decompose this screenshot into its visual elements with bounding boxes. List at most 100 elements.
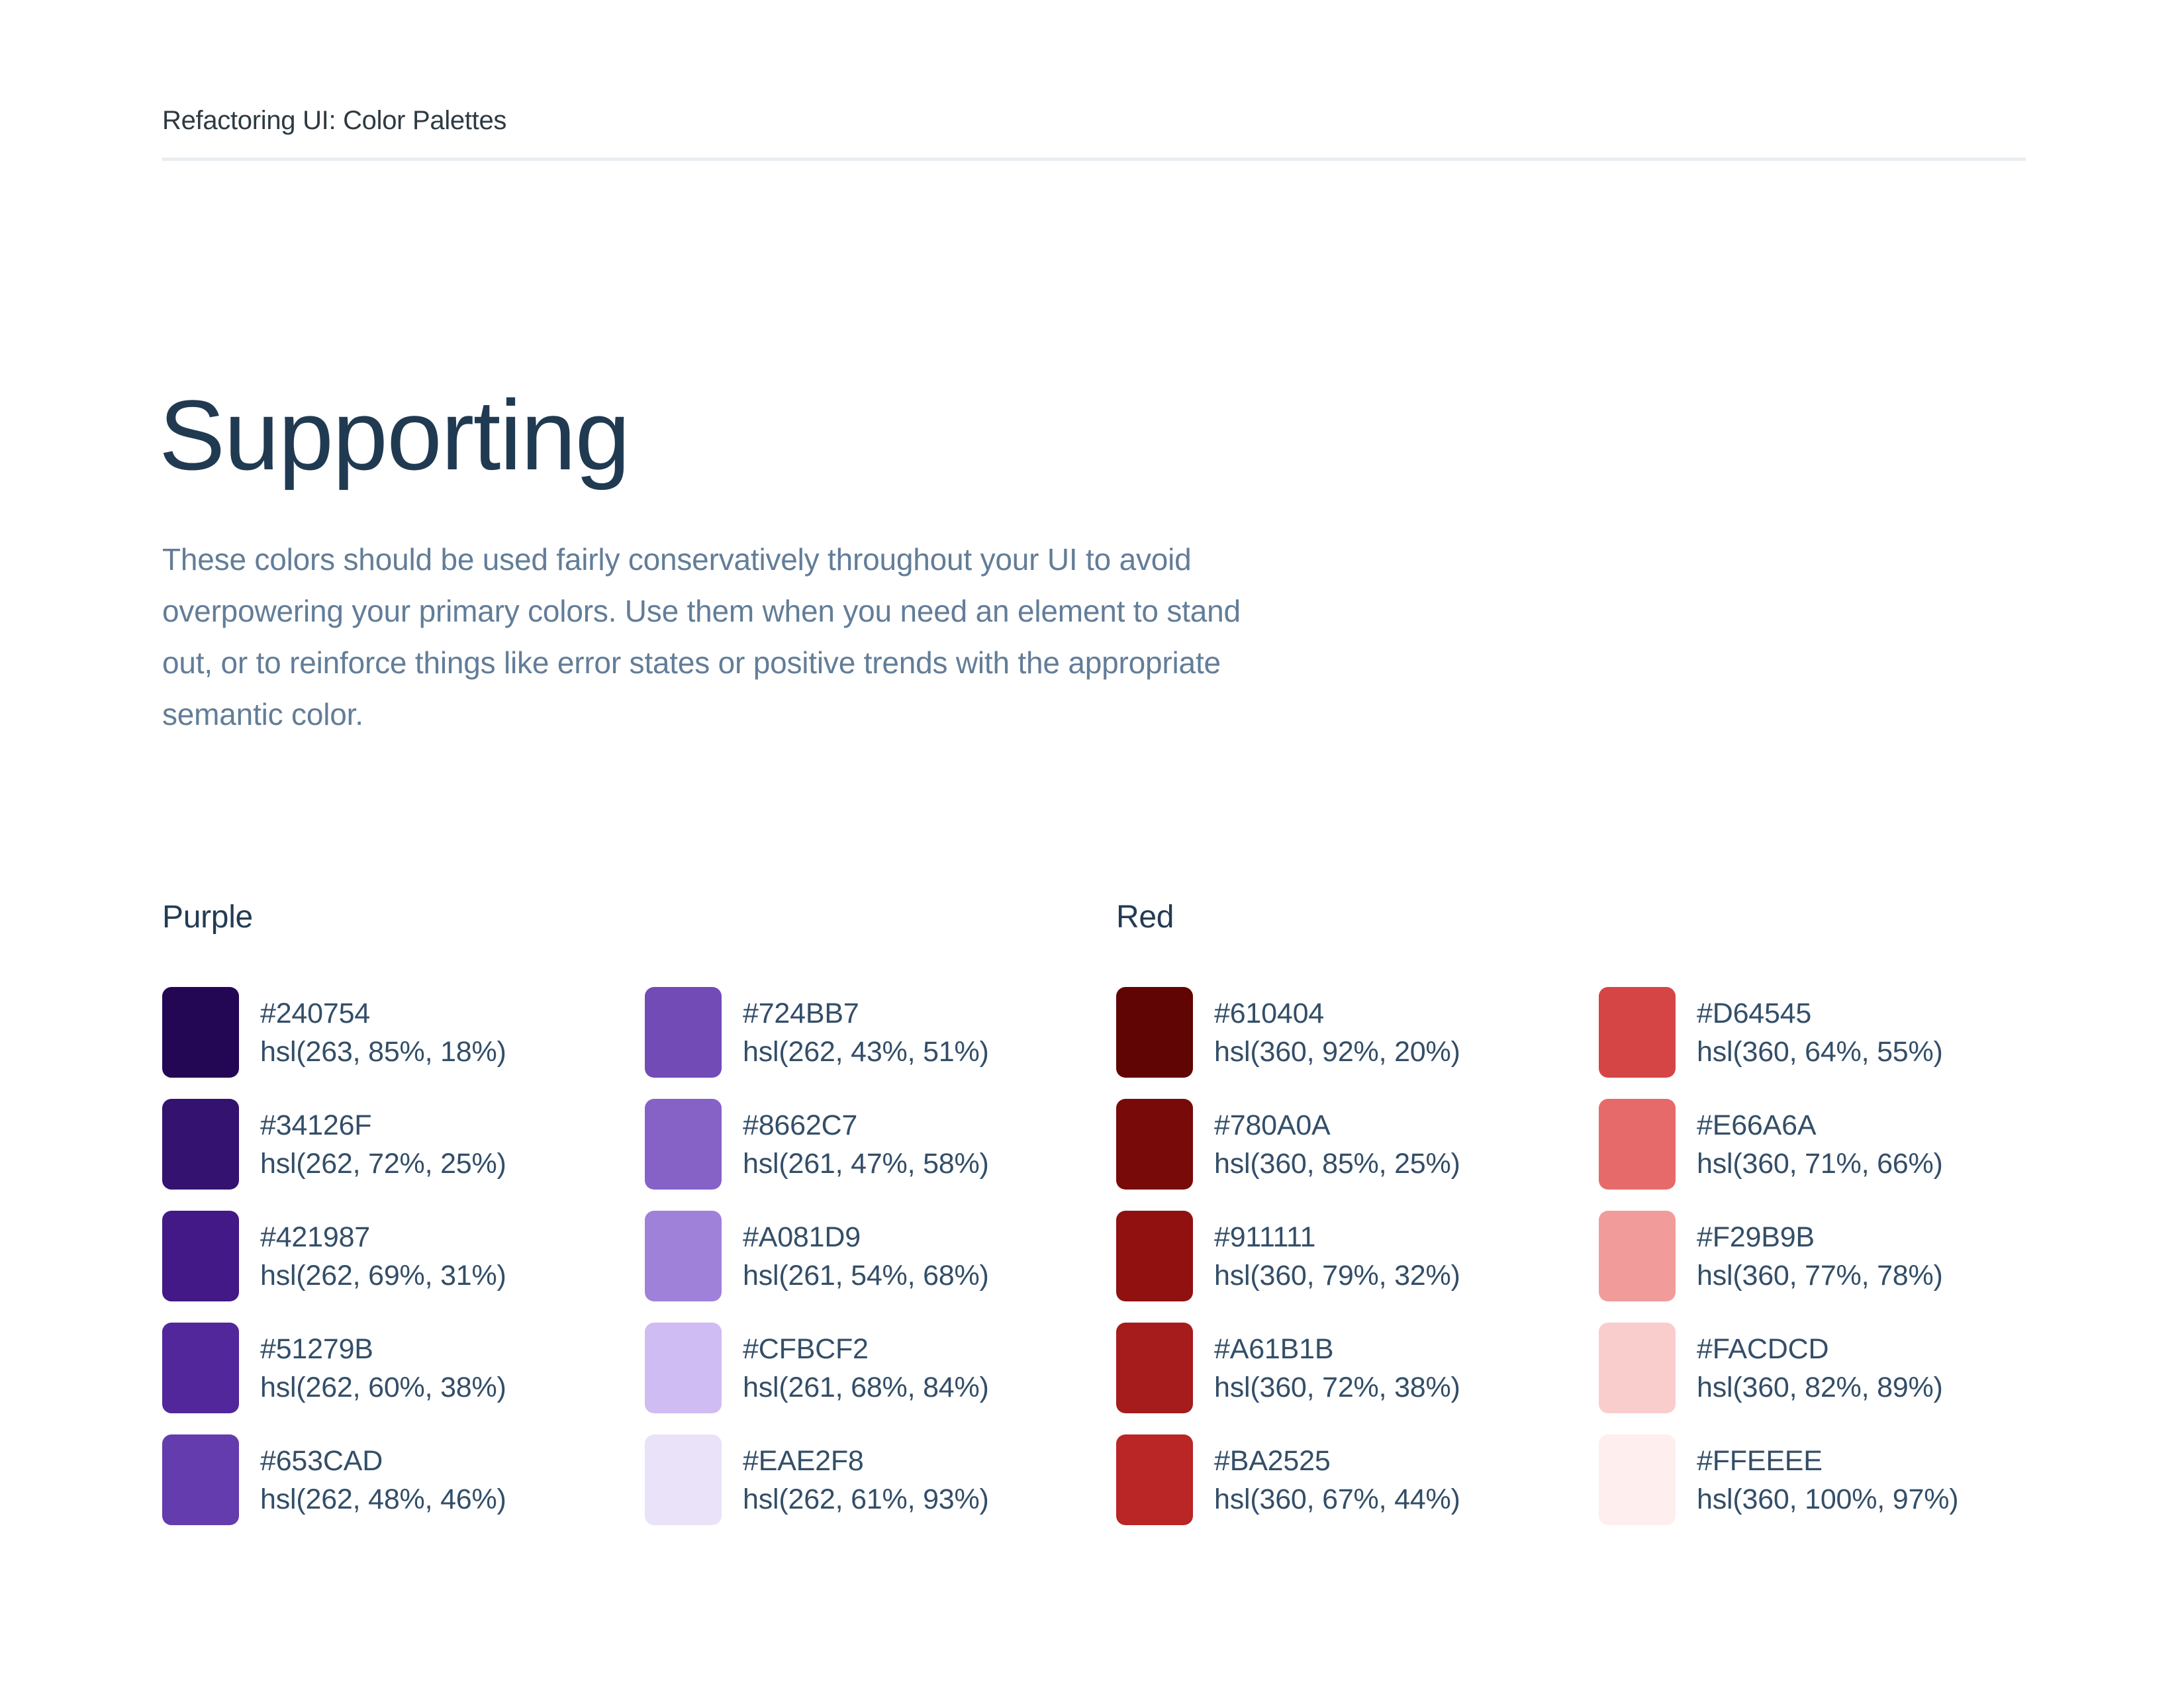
swatch-row: #D64545 hsl(360, 64%, 55%)	[1599, 987, 2081, 1078]
swatch-row: #FFEEEE hsl(360, 100%, 97%)	[1599, 1434, 2081, 1525]
header-divider	[162, 158, 2026, 161]
swatch-hex-value: #FACDCD	[1697, 1333, 1829, 1365]
swatch-text: #BA2525 hsl(360, 67%, 44%)	[1214, 1442, 1460, 1519]
swatch-text: #EAE2F8 hsl(262, 61%, 93%)	[743, 1442, 989, 1519]
swatch-hex-value: #A081D9	[743, 1221, 861, 1253]
swatch-row: #E66A6A hsl(360, 71%, 66%)	[1599, 1099, 2081, 1190]
swatch-hsl-value: hsl(360, 72%, 38%)	[1214, 1371, 1460, 1403]
swatch-row: #A61B1B hsl(360, 72%, 38%)	[1116, 1323, 1599, 1413]
swatch-hex-value: #F29B9B	[1697, 1221, 1815, 1253]
palette-column: #610404 hsl(360, 92%, 20%) #780A0A hsl(3…	[1116, 987, 1599, 1546]
color-swatch	[162, 1211, 239, 1301]
swatch-row: #724BB7 hsl(262, 43%, 51%)	[645, 987, 1127, 1078]
color-swatch	[1599, 1323, 1676, 1413]
swatch-hsl-value: hsl(360, 100%, 97%)	[1697, 1483, 1959, 1515]
swatch-hsl-value: hsl(262, 69%, 31%)	[260, 1259, 506, 1291]
color-swatch	[1116, 987, 1193, 1078]
color-swatch	[1116, 1323, 1193, 1413]
intro-paragraph: These colors should be used fairly conse…	[162, 542, 1241, 731]
swatch-text: #8662C7 hsl(261, 47%, 58%)	[743, 1106, 989, 1183]
page-title: Supporting	[159, 379, 630, 491]
swatch-text: #240754 hsl(263, 85%, 18%)	[260, 994, 506, 1071]
swatch-hex-value: #724BB7	[743, 997, 859, 1029]
palette-name: Red	[1116, 900, 1174, 935]
swatch-hex-value: #BA2525	[1214, 1444, 1331, 1477]
swatch-hex-value: #911111	[1214, 1221, 1316, 1253]
color-swatch	[1599, 1434, 1676, 1525]
swatch-hsl-value: hsl(261, 68%, 84%)	[743, 1371, 989, 1403]
swatch-row: #34126F hsl(262, 72%, 25%)	[162, 1099, 645, 1190]
palette-section-red: Red #610404 hsl(360, 92%, 20%) #780A0A h…	[1116, 899, 2081, 1546]
swatch-hsl-value: hsl(262, 60%, 38%)	[260, 1371, 506, 1403]
color-swatch	[645, 1211, 722, 1301]
swatch-hex-value: #FFEEEE	[1697, 1444, 1823, 1477]
swatch-text: #FACDCD hsl(360, 82%, 89%)	[1697, 1330, 1943, 1407]
color-swatch	[162, 1434, 239, 1525]
swatch-row: #610404 hsl(360, 92%, 20%)	[1116, 987, 1599, 1078]
swatch-text: #D64545 hsl(360, 64%, 55%)	[1697, 994, 1943, 1071]
color-swatch	[1599, 1211, 1676, 1301]
swatch-hsl-value: hsl(360, 92%, 20%)	[1214, 1035, 1460, 1068]
swatch-text: #FFEEEE hsl(360, 100%, 97%)	[1697, 1442, 1959, 1519]
document-header: Refactoring UI: Color Palettes	[162, 106, 507, 135]
swatch-hex-value: #653CAD	[260, 1444, 383, 1477]
swatch-row: #8662C7 hsl(261, 47%, 58%)	[645, 1099, 1127, 1190]
swatch-hex-value: #421987	[260, 1221, 371, 1253]
palette-columns: #610404 hsl(360, 92%, 20%) #780A0A hsl(3…	[1116, 987, 2081, 1546]
color-swatch	[162, 1323, 239, 1413]
color-swatch	[1116, 1434, 1193, 1525]
swatch-text: #34126F hsl(262, 72%, 25%)	[260, 1106, 506, 1183]
swatch-hex-value: #CFBCF2	[743, 1333, 869, 1365]
swatch-hsl-value: hsl(360, 71%, 66%)	[1697, 1147, 1943, 1180]
swatch-text: #E66A6A hsl(360, 71%, 66%)	[1697, 1106, 1943, 1183]
swatch-row: #EAE2F8 hsl(262, 61%, 93%)	[645, 1434, 1127, 1525]
swatch-hex-value: #EAE2F8	[743, 1444, 864, 1477]
swatch-row: #653CAD hsl(262, 48%, 46%)	[162, 1434, 645, 1525]
swatch-hex-value: #240754	[260, 997, 371, 1029]
palette-column: #240754 hsl(263, 85%, 18%) #34126F hsl(2…	[162, 987, 645, 1546]
swatch-hsl-value: hsl(360, 79%, 32%)	[1214, 1259, 1460, 1291]
swatch-hsl-value: hsl(263, 85%, 18%)	[260, 1035, 506, 1068]
palette-section-purple: Purple #240754 hsl(263, 85%, 18%) #34126…	[162, 899, 1127, 1546]
swatch-row: #240754 hsl(263, 85%, 18%)	[162, 987, 645, 1078]
palette-column: #724BB7 hsl(262, 43%, 51%) #8662C7 hsl(2…	[645, 987, 1127, 1546]
palette-name: Purple	[162, 900, 253, 935]
swatch-hex-value: #D64545	[1697, 997, 1812, 1029]
color-swatch	[162, 1099, 239, 1190]
color-swatch	[645, 1323, 722, 1413]
swatch-text: #421987 hsl(262, 69%, 31%)	[260, 1218, 506, 1295]
color-swatch	[1116, 1211, 1193, 1301]
palette-columns: #240754 hsl(263, 85%, 18%) #34126F hsl(2…	[162, 987, 1127, 1546]
swatch-hex-value: #610404	[1214, 997, 1325, 1029]
color-swatch	[162, 987, 239, 1078]
swatch-hsl-value: hsl(360, 85%, 25%)	[1214, 1147, 1460, 1180]
swatch-hex-value: #A61B1B	[1214, 1333, 1334, 1365]
swatch-hsl-value: hsl(262, 48%, 46%)	[260, 1483, 506, 1515]
color-swatch	[1599, 1099, 1676, 1190]
color-swatch	[645, 987, 722, 1078]
swatch-text: #911111 hsl(360, 79%, 32%)	[1214, 1218, 1460, 1295]
swatch-hsl-value: hsl(262, 43%, 51%)	[743, 1035, 989, 1068]
swatch-text: #A61B1B hsl(360, 72%, 38%)	[1214, 1330, 1460, 1407]
swatch-text: #610404 hsl(360, 92%, 20%)	[1214, 994, 1460, 1071]
swatch-hsl-value: hsl(262, 61%, 93%)	[743, 1483, 989, 1515]
swatch-hsl-value: hsl(261, 47%, 58%)	[743, 1147, 989, 1180]
swatch-hsl-value: hsl(261, 54%, 68%)	[743, 1259, 989, 1291]
swatch-text: #51279B hsl(262, 60%, 38%)	[260, 1330, 506, 1407]
swatch-text: #F29B9B hsl(360, 77%, 78%)	[1697, 1218, 1943, 1295]
palette-column: #D64545 hsl(360, 64%, 55%) #E66A6A hsl(3…	[1599, 987, 2081, 1546]
color-swatch	[645, 1434, 722, 1525]
swatch-row: #F29B9B hsl(360, 77%, 78%)	[1599, 1211, 2081, 1301]
swatch-hex-value: #34126F	[260, 1109, 372, 1141]
swatch-hsl-value: hsl(360, 77%, 78%)	[1697, 1259, 1943, 1291]
swatch-row: #780A0A hsl(360, 85%, 25%)	[1116, 1099, 1599, 1190]
swatch-hex-value: #8662C7	[743, 1109, 858, 1141]
swatch-hex-value: #51279B	[260, 1333, 373, 1365]
swatch-text: #724BB7 hsl(262, 43%, 51%)	[743, 994, 989, 1071]
swatch-hex-value: #780A0A	[1214, 1109, 1331, 1141]
swatch-text: #CFBCF2 hsl(261, 68%, 84%)	[743, 1330, 989, 1407]
color-swatch	[1116, 1099, 1193, 1190]
color-swatch	[1599, 987, 1676, 1078]
swatch-row: #51279B hsl(262, 60%, 38%)	[162, 1323, 645, 1413]
